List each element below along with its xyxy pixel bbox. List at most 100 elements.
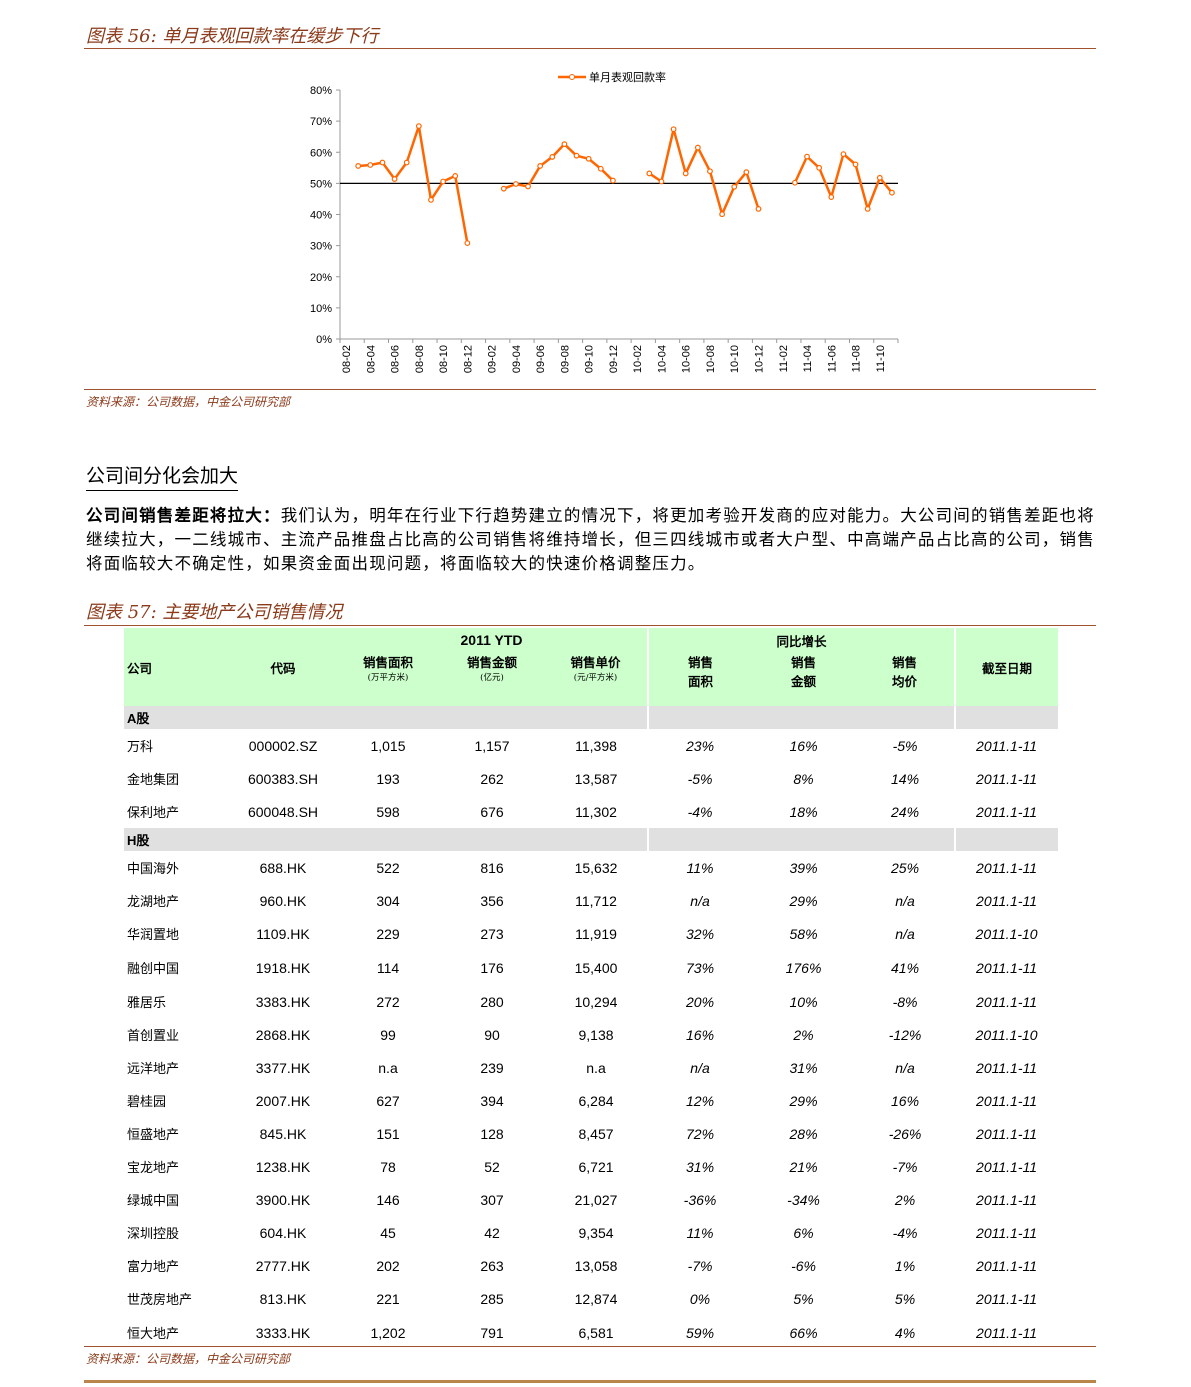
cell-growth-area: 12% [686,1092,715,1109]
header-code: 代码 [230,628,336,706]
cell-code: 000002.SZ [248,737,318,754]
data-point [889,189,895,196]
cell-price: 15,400 [574,959,618,976]
x-tick-label: 08-08 [414,345,426,373]
cell-code: 2868.HK [255,1026,311,1043]
cell-growth-price: 41% [891,959,920,976]
x-tick-label: 09-02 [487,345,499,373]
table-row: 首创置业 2868.HK 99 90 9,138 16% 2% -12% 2011.1-10 [124,1018,1058,1051]
series-segment [551,143,566,158]
cell-growth-price: n/a [895,1059,915,1076]
y-tick-label: 60% [310,147,332,159]
cell-growth-area: n/a [690,1059,710,1076]
table-row: 雅居乐 3383.HK 272 280 10,294 20% 10% -8% 2011.1-11 [124,985,1058,1018]
data-point [428,196,434,203]
x-tick-label: 08-02 [341,345,353,373]
header-yoy: 同比增长 [647,628,956,652]
cell-growth-area: -4% [687,803,713,820]
cell-area: 1,015 [370,737,406,754]
header-growth-area: 销售 面积 [647,652,753,706]
x-tick-label: 10-02 [632,345,644,373]
cell-date: 2011.1-11 [976,1059,1038,1076]
cell-area: 221 [376,1290,400,1307]
title-rule-2 [84,625,1096,626]
cell-company: 华润置地 [127,928,180,943]
cell-date: 2011.1-11 [976,1158,1038,1175]
data-point [525,183,531,190]
x-tick-label: 08-12 [462,345,474,373]
data-point [440,178,447,185]
table-row: 深圳控股 604.HK 45 42 9,354 11% 6% -4% 2011.1-11 [124,1216,1058,1249]
cell-code: 813.HK [259,1290,307,1307]
cell-growth-area: -36% [683,1191,717,1208]
data-point [403,159,410,166]
data-point [694,144,701,151]
data-point [791,179,798,186]
group-cell [954,706,1059,729]
cell-area: 202 [376,1257,400,1274]
cell-growth-price: -8% [892,993,918,1010]
cell-company: 金地集团 [127,773,180,788]
cell-area: 45 [380,1224,396,1241]
cell-code: 600048.SH [247,803,319,820]
table-row: 华润置地 1109.HK 229 273 11,919 32% 58% n/a 2011.1-1… [124,917,1058,950]
x-tick-label: 10-12 [754,345,766,373]
cell-date: 2011.1-11 [976,892,1038,909]
cell-amount: 394 [480,1092,504,1109]
cell-amount: 90 [484,1026,500,1043]
data-point [840,151,847,158]
cell-company: 深圳控股 [127,1227,180,1242]
cell-company: 恒大地产 [127,1327,180,1342]
data-point [549,154,556,160]
series-segment [708,170,724,215]
group-label: H股 [124,828,649,851]
header-growth-amount: 销售 金额 [752,652,856,706]
x-tick-label: 11-08 [851,345,863,372]
data-point [585,155,592,162]
header-area: 销售面积 (万平方米) [336,652,440,706]
header-growth-price: 销售 均价 [855,652,956,706]
data-point [816,164,823,171]
cell-growth-area: 73% [686,959,715,976]
cell-company: 宝龙地产 [127,1161,180,1176]
series-segment [696,147,712,172]
cell-company: 富力地产 [127,1260,180,1275]
group-cell [647,706,956,729]
cell-code: 3377.HK [255,1059,311,1076]
data-point [876,174,883,181]
cell-growth-amount: 8% [793,770,814,787]
x-tick-label: 09-12 [608,345,620,373]
cell-area: 151 [376,1125,400,1142]
series-segment [672,128,687,174]
data-point [561,141,568,148]
cell-company: 保利地产 [127,806,180,821]
cell-price: n.a [586,1059,606,1076]
x-tick-label: 08-06 [390,345,402,373]
group-label: A股 [124,706,649,729]
cell-growth-amount: 66% [789,1324,818,1341]
cell-price: 8,457 [578,1125,614,1142]
cell-price: 11,712 [575,892,617,909]
cell-growth-area: 32% [686,925,715,942]
series-segment [684,147,699,174]
cell-amount: 280 [480,993,504,1010]
x-tick-label: 11-02 [778,345,790,372]
table-row: 宝龙地产 1238.HK 78 52 6,721 31% 21% -7% 2011.1-11 [124,1150,1058,1183]
cell-company: 龙湖地产 [127,895,180,910]
cell-company: 融创中国 [127,962,180,977]
cell-growth-price: 1% [894,1257,916,1274]
table-row: 保利地产 600048.SH 598 676 11,302 -4% 18% 24% 2011.1… [124,795,1058,828]
cell-area: 114 [376,959,400,976]
cell-growth-amount: 5% [793,1290,814,1307]
cell-price: 21,027 [574,1191,618,1208]
cell-growth-area: 20% [686,993,715,1010]
cell-growth-area: 31% [686,1158,715,1175]
x-tick-label: 11-10 [875,345,887,372]
cell-amount: 52 [484,1158,500,1175]
x-tick-label: 08-10 [438,345,450,373]
series-segment [745,171,760,210]
series-segment [429,180,445,201]
table-row: 恒盛地产 845.HK 151 128 8,457 72% 28% -26% 2011.1-11 [124,1117,1058,1150]
cell-growth-price: 2% [894,1191,916,1208]
group-cell [647,828,956,851]
